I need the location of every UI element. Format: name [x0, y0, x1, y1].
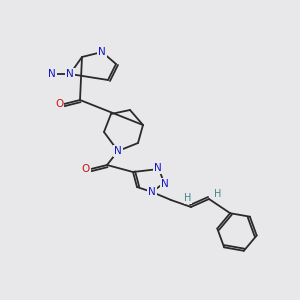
- Text: N: N: [161, 179, 169, 189]
- Text: N: N: [154, 163, 162, 173]
- Text: O: O: [82, 164, 90, 174]
- Text: O: O: [55, 99, 63, 109]
- Text: N: N: [66, 69, 74, 79]
- Text: N: N: [48, 69, 56, 79]
- Text: N: N: [148, 187, 156, 197]
- Text: H: H: [184, 193, 192, 203]
- Text: N: N: [114, 146, 122, 156]
- Text: N: N: [98, 47, 106, 57]
- Text: H: H: [214, 189, 222, 199]
